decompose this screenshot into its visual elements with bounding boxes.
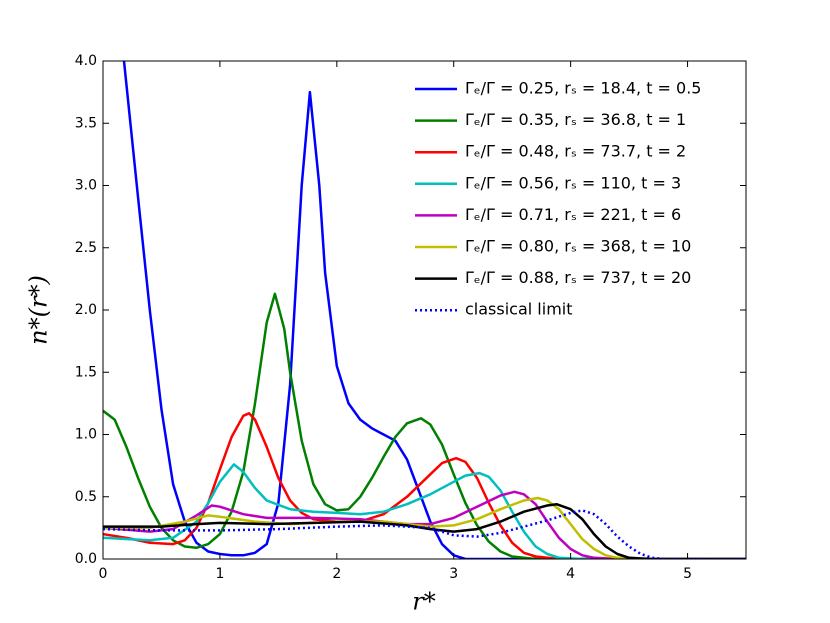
y-tick-label: 1.5 xyxy=(75,364,97,380)
y-tick-label: 4.0 xyxy=(75,53,97,69)
series-line xyxy=(103,502,746,559)
x-tick-label: 2 xyxy=(332,566,341,582)
legend-label: Γₑ/Γ = 0.56, rₛ = 110, t = 3 xyxy=(465,173,681,192)
series-line xyxy=(103,463,746,559)
series-line xyxy=(103,490,746,559)
x-tick-label: 5 xyxy=(683,566,692,582)
x-tick-label: 0 xyxy=(99,566,108,582)
x-tick-label: 1 xyxy=(215,566,224,582)
y-tick-label: 1.0 xyxy=(75,427,97,443)
series-line xyxy=(103,496,746,559)
y-tick-label: 2.5 xyxy=(75,240,97,256)
legend-label: Γₑ/Γ = 0.25, rₛ = 18.4, t = 0.5 xyxy=(465,79,701,98)
legend-label: Γₑ/Γ = 0.48, rₛ = 73.7, t = 2 xyxy=(465,142,686,161)
legend-label: Γₑ/Γ = 0.80, rₛ = 368, t = 10 xyxy=(465,237,691,256)
y-tick-label: 0.0 xyxy=(75,551,97,567)
y-tick-label: 0.5 xyxy=(75,489,97,505)
legend-label: classical limit xyxy=(465,300,573,319)
x-tick-label: 4 xyxy=(566,566,575,582)
y-axis-label: n*(r*) xyxy=(25,275,53,345)
legend-label: Γₑ/Γ = 0.88, rₛ = 737, t = 20 xyxy=(465,268,691,287)
plot-area xyxy=(103,61,746,559)
x-tick-label: 3 xyxy=(449,566,458,582)
y-tick-label: 3.0 xyxy=(75,178,97,194)
x-axis-label: r* xyxy=(412,588,435,616)
axes-frame xyxy=(102,60,747,560)
series-line xyxy=(103,509,746,559)
y-tick-label: 3.5 xyxy=(75,115,97,131)
legend-label: Γₑ/Γ = 0.71, rₛ = 221, t = 6 xyxy=(465,205,681,224)
series-line xyxy=(122,61,746,559)
series-line xyxy=(103,412,746,559)
y-tick-label: 2.0 xyxy=(75,302,97,318)
legend-label: Γₑ/Γ = 0.35, rₛ = 36.8, t = 1 xyxy=(465,110,686,129)
